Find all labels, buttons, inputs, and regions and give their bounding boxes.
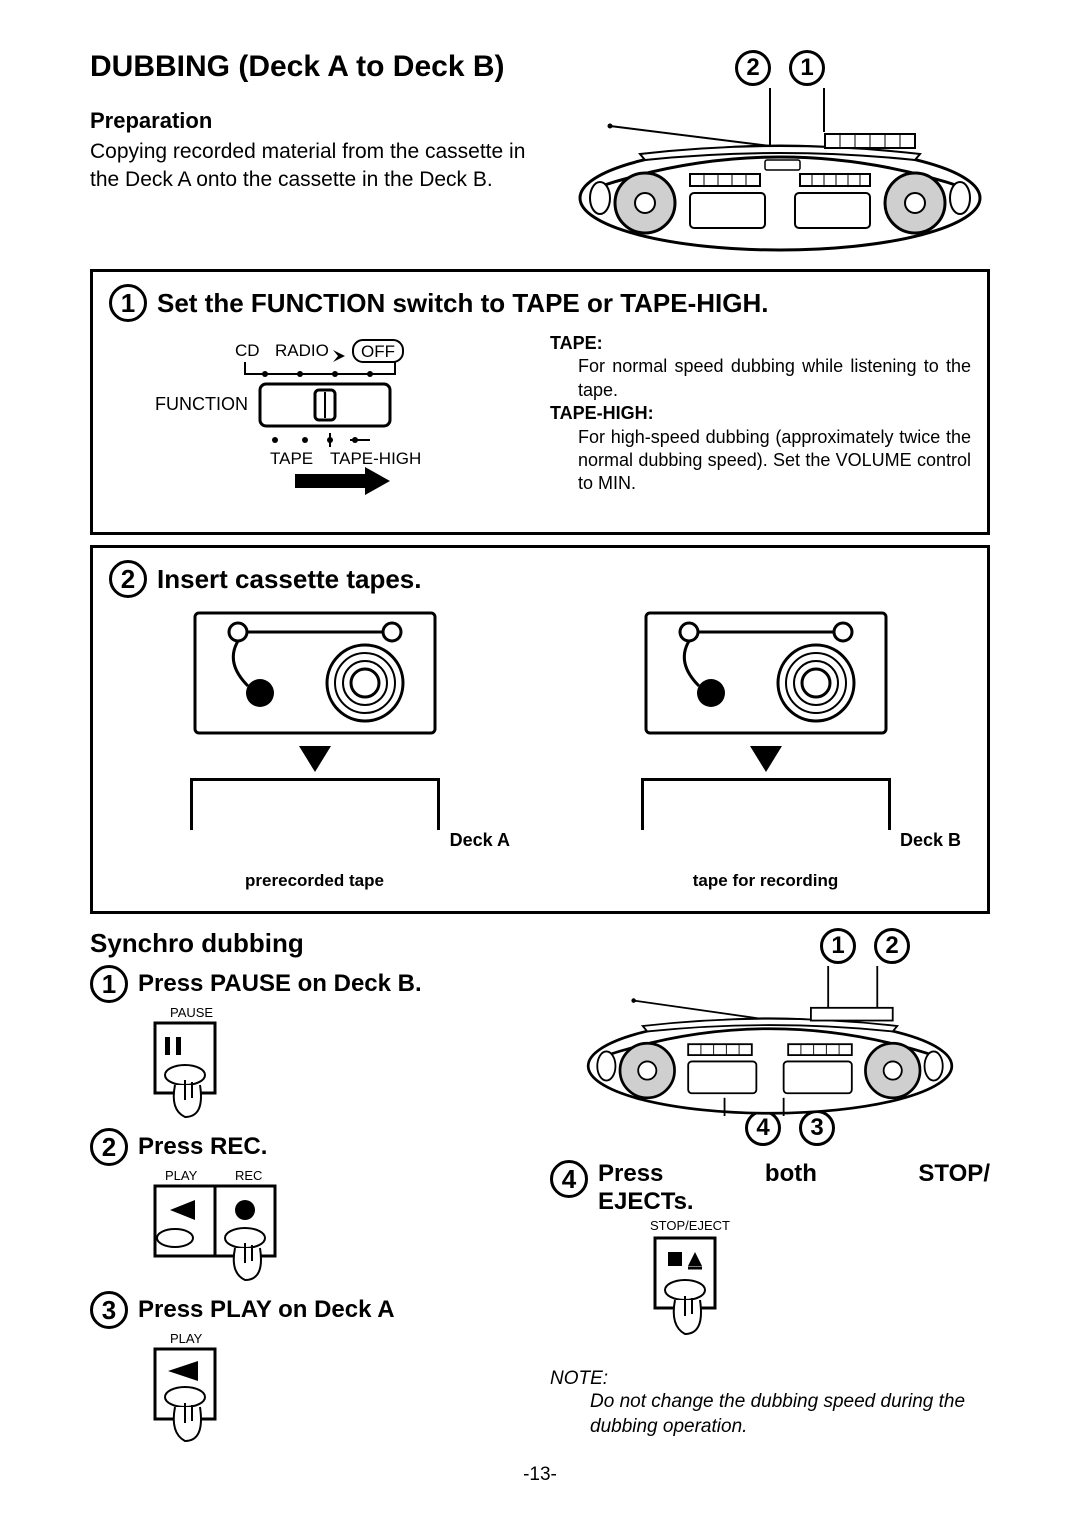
callout-b2: 2 xyxy=(874,928,910,964)
deck-a-sublabel: prerecorded tape xyxy=(245,871,384,891)
deck-a-slot xyxy=(190,778,440,830)
sync-2-title: Press REC. xyxy=(138,1133,267,1161)
tapehigh-heading: TAPE-HIGH: xyxy=(550,402,971,425)
callout-b1: 1 xyxy=(820,928,856,964)
callout-2: 2 xyxy=(735,50,771,86)
callout-1: 1 xyxy=(789,50,825,86)
deck-a-column: Deck A prerecorded tape xyxy=(109,608,520,891)
sync-4-w2: both xyxy=(765,1160,817,1188)
deck-b-label: Deck B xyxy=(900,830,961,850)
sync-4-w1: Press xyxy=(598,1160,663,1188)
sync-1-title: Press PAUSE on Deck B. xyxy=(138,970,422,998)
synchro-section: Synchro dubbing 1 Press PAUSE on Deck B.… xyxy=(90,928,990,1454)
stopeject-button-diagram: STOP/EJECT xyxy=(640,1218,990,1338)
sync-3-num: 3 xyxy=(90,1291,128,1329)
step-1-num: 1 xyxy=(109,284,147,322)
boombox-top: 2 1 xyxy=(570,50,990,253)
deck-b-sublabel: tape for recording xyxy=(693,871,838,891)
sync-4-num: 4 xyxy=(550,1160,588,1198)
off-label: OFF xyxy=(361,342,395,361)
sync-4-w3: STOP/ xyxy=(918,1160,990,1188)
rec-button-diagram: PLAY REC xyxy=(150,1168,530,1283)
deck-b-slot xyxy=(641,778,891,830)
step-1-box: 1 Set the FUNCTION switch to TAPE or TAP… xyxy=(90,269,990,535)
cassette-a-icon xyxy=(190,608,440,738)
tapehigh-label: TAPE-HIGH xyxy=(330,449,421,468)
svg-text:PAUSE: PAUSE xyxy=(170,1005,213,1020)
cassette-b-icon xyxy=(641,608,891,738)
boombox-illustration xyxy=(570,88,990,253)
step-2-title: Insert cassette tapes. xyxy=(157,564,421,595)
sync-4-title-line1: Press both STOP/ xyxy=(598,1160,990,1188)
deck-a-label: Deck A xyxy=(450,830,510,850)
arrow-down-icon xyxy=(750,746,782,772)
cd-label: CD xyxy=(235,341,260,360)
boombox-bottom: 1 2 xyxy=(550,928,990,1146)
sync-3-title: Press PLAY on Deck A xyxy=(138,1296,395,1324)
svg-text:REC: REC xyxy=(235,1168,262,1183)
sync-2-num: 2 xyxy=(90,1128,128,1166)
tape-heading: TAPE: xyxy=(550,332,971,355)
svg-text:STOP/EJECT: STOP/EJECT xyxy=(650,1218,730,1233)
svg-text:PLAY: PLAY xyxy=(170,1331,203,1346)
tape-label: TAPE xyxy=(270,449,313,468)
preparation-text: Copying recorded material from the casse… xyxy=(90,138,550,195)
page-title: DUBBING (Deck A to Deck B) xyxy=(90,50,550,84)
pause-button-diagram: PAUSE xyxy=(150,1005,530,1120)
function-switch-diagram: CD RADIO OFF FUNCTION TA xyxy=(109,332,530,512)
deck-b-column: Deck B tape for recording xyxy=(560,608,971,891)
sync-4-title-line2: EJECTs. xyxy=(598,1188,990,1216)
svg-text:PLAY: PLAY xyxy=(165,1168,198,1183)
play-button-diagram: PLAY xyxy=(150,1331,530,1446)
note-body: Do not change the dubbing speed during t… xyxy=(550,1390,990,1439)
radio-label: RADIO xyxy=(275,341,329,360)
sync-1-num: 1 xyxy=(90,965,128,1003)
step-2-num: 2 xyxy=(109,560,147,598)
function-label: FUNCTION xyxy=(155,394,248,414)
preparation-heading: Preparation xyxy=(90,108,550,134)
synchro-heading: Synchro dubbing xyxy=(90,928,530,959)
tapehigh-desc: For high-speed dubbing (approximately tw… xyxy=(550,426,971,496)
note-heading: NOTE: xyxy=(550,1368,990,1390)
step-1-description: TAPE: For normal speed dubbing while lis… xyxy=(550,332,971,512)
header-text: DUBBING (Deck A to Deck B) Preparation C… xyxy=(90,50,550,253)
step-1-title: Set the FUNCTION switch to TAPE or TAPE-… xyxy=(157,288,769,319)
header-row: DUBBING (Deck A to Deck B) Preparation C… xyxy=(90,50,990,253)
arrow-down-icon xyxy=(299,746,331,772)
step-2-box: 2 Insert cassette tapes. Deck A prereco xyxy=(90,545,990,914)
page-number: -13- xyxy=(90,1464,990,1486)
tape-desc: For normal speed dubbing while listening… xyxy=(550,355,971,402)
